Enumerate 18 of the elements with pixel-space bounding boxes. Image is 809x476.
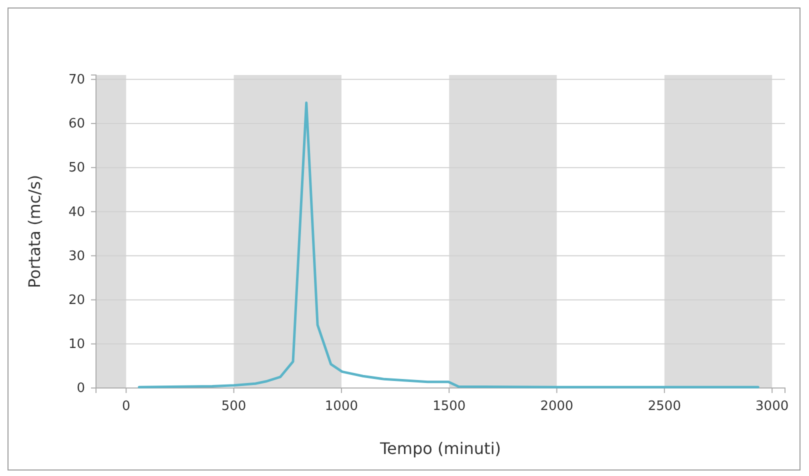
y-tick-label: 60 — [68, 116, 85, 132]
line-series — [138, 102, 760, 388]
x-tick-label: 0 — [122, 399, 130, 414]
x-tick-label: 2000 — [540, 399, 574, 414]
x-axis-title: Tempo (minuti) — [378, 439, 502, 458]
x-tick-label: 500 — [221, 399, 246, 414]
y-tick-label: 40 — [68, 204, 85, 220]
y-tick-label: 70 — [68, 72, 85, 88]
y-axis-title: Portata (mc/s) — [25, 174, 44, 288]
y-tick-label: 20 — [68, 292, 85, 308]
x-tick-label: 3000 — [756, 399, 789, 414]
x-tick-label: 1000 — [324, 399, 358, 414]
x-tick-label: 1500 — [432, 399, 466, 414]
y-tick-label: 30 — [68, 248, 85, 264]
x-tick-label: 2500 — [648, 399, 681, 414]
y-tick-label: 0 — [76, 381, 85, 396]
y-tick-label: 50 — [68, 160, 85, 176]
y-tick-label: 10 — [68, 337, 85, 352]
